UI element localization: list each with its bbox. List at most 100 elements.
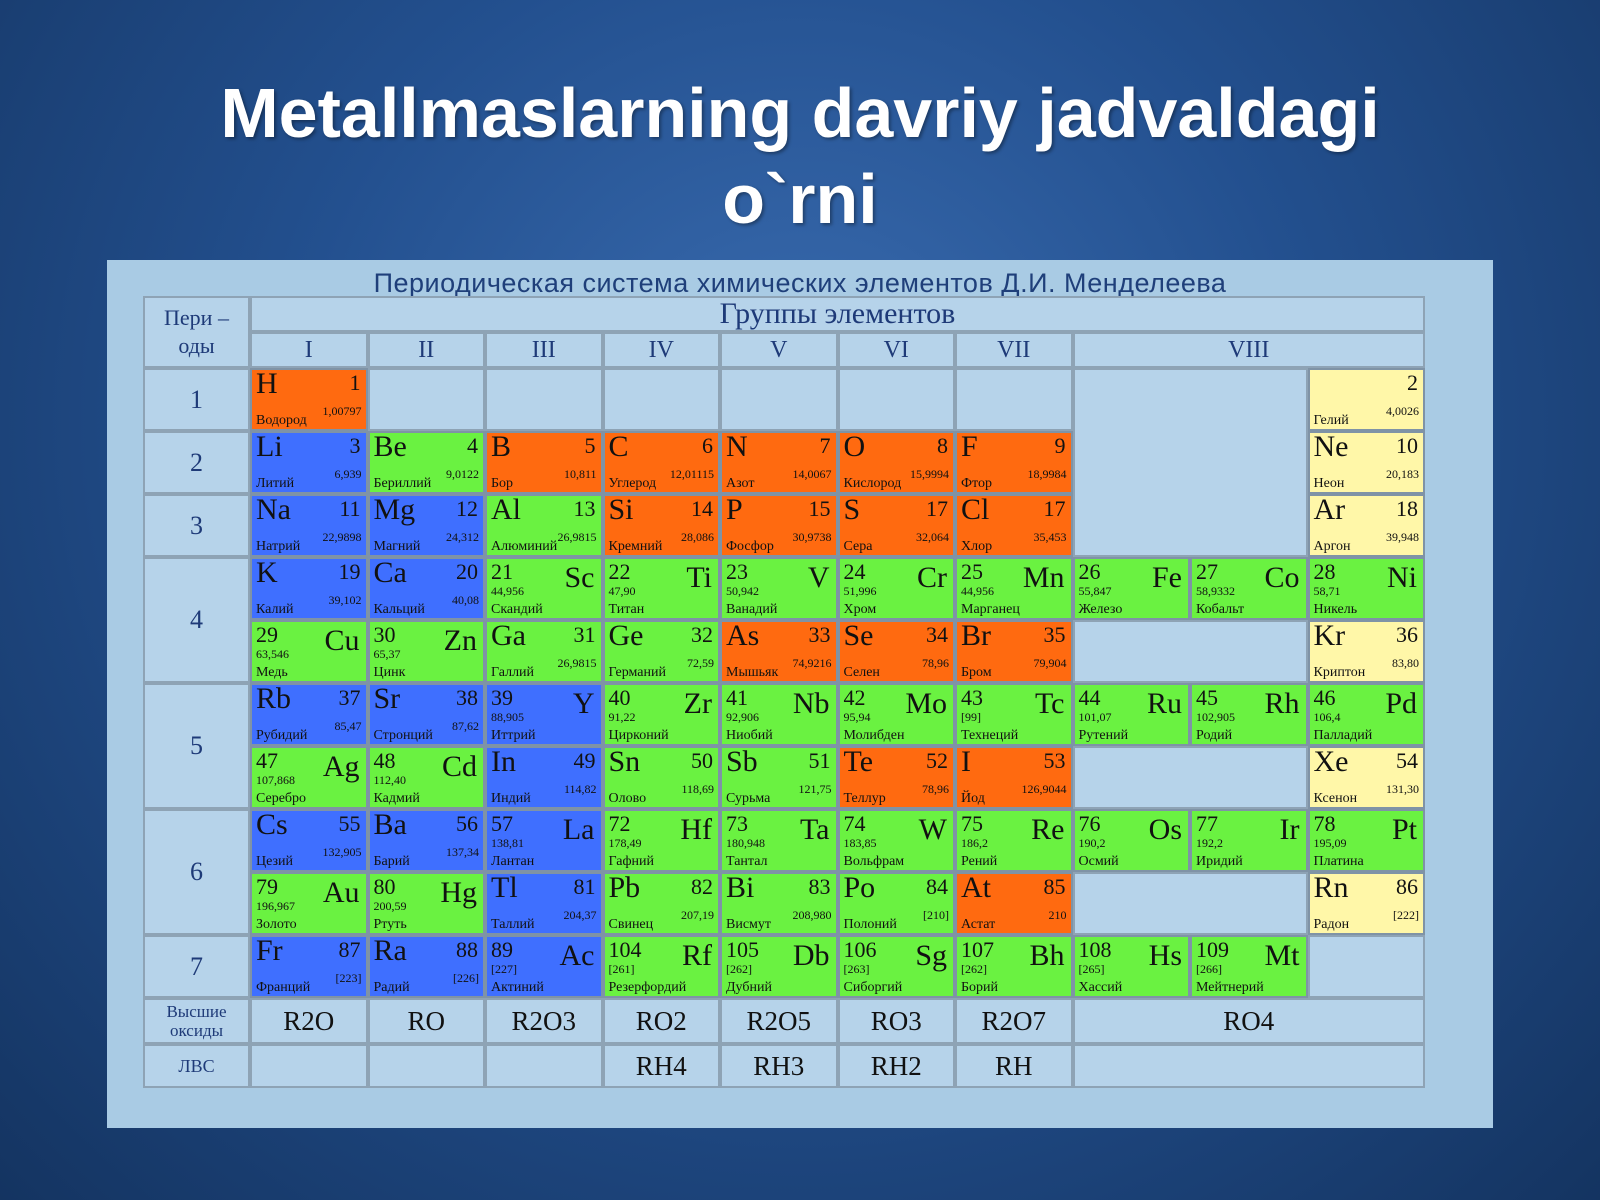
element-symbol: Ne xyxy=(1313,431,1349,463)
element-cell: Ac 89 [227] Актиний xyxy=(485,935,603,998)
element-name: Ванадий xyxy=(726,602,778,617)
element-symbol: Pb xyxy=(608,872,641,904)
atomic-mass: 138,81 xyxy=(491,836,524,850)
atomic-mass: 9,0122 xyxy=(446,467,479,481)
empty-cell xyxy=(602,368,720,431)
atomic-mass: 78,96 xyxy=(922,656,949,670)
element-cell: C 6 12,01115 Углерод xyxy=(602,431,720,494)
atomic-mass: 114,82 xyxy=(563,782,597,796)
oxide-text: RO4 xyxy=(1223,1005,1275,1036)
element-name: Магний xyxy=(373,539,421,554)
element-cell: B 5 10,811 Бор xyxy=(485,431,603,494)
element-name: Золото xyxy=(256,917,297,932)
atomic-number: 45 xyxy=(1196,685,1218,710)
period-7: 7 xyxy=(143,935,250,998)
atomic-number: 21 xyxy=(491,559,513,584)
atomic-mass: 126,9044 xyxy=(1021,782,1067,796)
hydride-text: RH3 xyxy=(753,1050,805,1081)
element-symbol: Ga xyxy=(491,620,526,652)
element-cell: Ne 10 20,183 Неон xyxy=(1307,431,1425,494)
oxide-text: RO3 xyxy=(870,1005,922,1036)
hydride-formula: RH xyxy=(955,1044,1073,1088)
atomic-mass: 26,9815 xyxy=(557,656,597,670)
element-cell: As 33 74,9216 Мышьяк xyxy=(720,620,838,683)
group-VI: VI xyxy=(837,332,955,368)
atomic-mass: [266] xyxy=(1196,962,1222,976)
element-name: Аргон xyxy=(1313,539,1351,554)
element-name: Марганец xyxy=(961,602,1020,617)
atomic-mass: 186,2 xyxy=(961,836,988,850)
element-symbol: Mn xyxy=(1022,561,1065,594)
element-symbol: At xyxy=(961,872,991,904)
atomic-mass: 44,956 xyxy=(491,584,524,598)
oxide-formula: RO4 xyxy=(1072,998,1425,1044)
oxides-label: Высшие оксиды xyxy=(143,998,250,1044)
atomic-mass: 58,71 xyxy=(1313,584,1341,598)
element-name: Медь xyxy=(256,665,288,680)
period-label: 7 xyxy=(190,951,203,981)
element-symbol: Cd xyxy=(441,750,477,783)
atomic-mass: 192,2 xyxy=(1196,836,1223,850)
oxide-formula: R2O3 xyxy=(485,998,603,1044)
element-cell: Ta 73 180,948 Тантал xyxy=(720,809,838,872)
element-cell: Se 34 78,96 Селен xyxy=(837,620,955,683)
group-label: III xyxy=(531,336,556,363)
element-cell: F 9 18,9984 Фтор xyxy=(955,431,1073,494)
element-cell: Re 75 186,2 Рений xyxy=(955,809,1073,872)
atomic-number: 108 xyxy=(1078,937,1112,962)
element-name: Кислород xyxy=(843,476,902,491)
element-name: Кальций xyxy=(373,602,425,617)
element-symbol: Ge xyxy=(608,620,644,652)
element-symbol: Si xyxy=(608,494,634,526)
element-cell: Al 13 26,9815 Алюминий xyxy=(485,494,603,557)
element-symbol: Cr xyxy=(917,561,947,594)
element-symbol: Ca xyxy=(373,557,407,589)
element-cell: Tc 43 [99] Технеций xyxy=(955,683,1073,746)
element-cell: Rh 45 102,905 Родий xyxy=(1190,683,1308,746)
element-symbol: Se xyxy=(843,620,874,652)
atomic-number: 15 xyxy=(808,496,831,521)
atomic-number: 77 xyxy=(1196,811,1218,836)
atomic-number: 82 xyxy=(691,874,713,899)
element-name: Осмий xyxy=(1078,854,1119,869)
atomic-mass: 22,9898 xyxy=(322,530,362,544)
atomic-number: 20 xyxy=(456,559,478,584)
element-cell: Co 27 58,9332 Кобальт xyxy=(1190,557,1308,620)
element-cell: Au 79 196,967 Золото xyxy=(250,872,368,935)
element-name: Висмут xyxy=(726,917,772,932)
element-symbol: Sg xyxy=(915,939,947,972)
element-symbol: Be xyxy=(373,431,407,463)
atomic-mass: [265] xyxy=(1078,962,1105,976)
atomic-mass: 35,453 xyxy=(1033,530,1067,544)
group-II: II xyxy=(367,332,485,368)
element-cell: W 74 183,85 Вольфрам xyxy=(837,809,955,872)
atomic-mass: [262] xyxy=(961,962,987,976)
element-name: Хром xyxy=(843,602,877,617)
element-cell: S 17 32,064 Сера xyxy=(837,494,955,557)
element-name: Лантан xyxy=(491,854,535,869)
atomic-number: 33 xyxy=(808,622,831,647)
element-name: Олово xyxy=(608,791,647,806)
atomic-number: 76 xyxy=(1078,811,1101,836)
period-1: 1 xyxy=(143,368,250,431)
element-name: Цезий xyxy=(256,854,294,869)
atomic-mass: 1,00797 xyxy=(322,404,362,418)
element-cell: Ga 31 26,9815 Галлий xyxy=(485,620,603,683)
atomic-mass: 78,96 xyxy=(922,782,949,796)
element-name: Ниобий xyxy=(726,728,773,743)
element-cell: Ba 56 137,34 Барий xyxy=(367,809,485,872)
element-symbol: Ag xyxy=(322,750,360,783)
element-symbol: Nb xyxy=(792,687,830,720)
atomic-number: 107 xyxy=(961,937,994,962)
element-symbol: Po xyxy=(843,872,876,904)
hydride-formula xyxy=(485,1044,603,1088)
element-cell: Ir 77 192,2 Иридий xyxy=(1190,809,1308,872)
element-name: Палладий xyxy=(1313,728,1373,743)
element-symbol: In xyxy=(491,746,516,778)
atomic-number: 24 xyxy=(843,559,866,584)
element-symbol: Ta xyxy=(799,813,830,846)
atomic-number: 38 xyxy=(456,685,478,710)
group-label: I xyxy=(304,336,313,363)
atomic-mass: 32,064 xyxy=(916,530,949,544)
atomic-mass: 137,34 xyxy=(446,845,479,859)
